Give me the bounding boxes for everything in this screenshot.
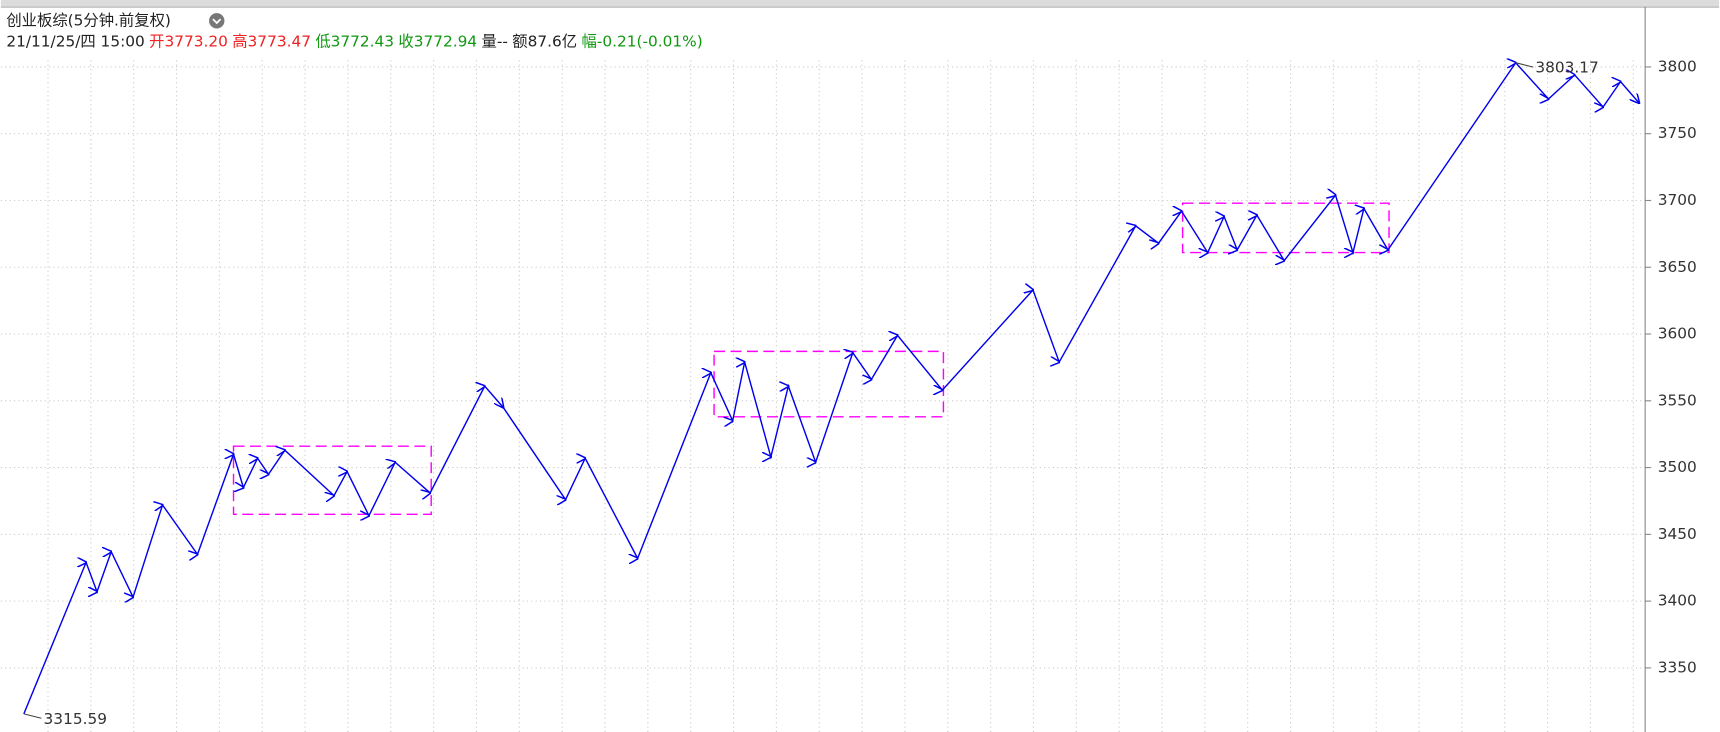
info-item: 额87.6亿 — [512, 32, 577, 50]
info-item: 幅-0.21(-0.01%) — [582, 32, 703, 50]
info-item: 高3773.47 — [232, 32, 311, 50]
y-tick-label: 3600 — [1658, 325, 1697, 343]
extreme-leader — [23, 713, 42, 719]
extreme-label: 3315.59 — [44, 710, 107, 728]
y-tick-label: 3800 — [1658, 57, 1697, 75]
info-item: 收3772.94 — [398, 32, 477, 50]
y-tick-label: 3650 — [1658, 258, 1697, 276]
range-box — [232, 445, 432, 516]
y-tick-label: 3550 — [1658, 391, 1697, 409]
extreme-label: 3803.17 — [1535, 59, 1598, 77]
menu-icon — [212, 18, 222, 25]
y-tick-label: 3400 — [1658, 592, 1697, 610]
chart-title: 创业板综(5分钟.前复权) — [6, 11, 171, 29]
info-item: 量-- — [482, 32, 508, 50]
info-item: 低3772.43 — [315, 32, 394, 50]
tab-strip — [0, 0, 1720, 7]
info-item: 21/11/25/四 15:00 — [6, 32, 144, 50]
info-line: 21/11/25/四 15:00 开3773.20 高3773.47 低3772.43… — [6, 32, 702, 50]
info-item: 开3773.20 — [149, 32, 228, 50]
extreme-leader — [1515, 62, 1534, 68]
range-box — [1181, 202, 1390, 254]
y-tick-label: 3700 — [1658, 191, 1697, 209]
y-tick-label: 3450 — [1658, 525, 1697, 543]
range-box — [713, 350, 945, 418]
y-tick-label: 3750 — [1658, 124, 1697, 142]
zigzag-line — [23, 63, 1639, 715]
menu-button[interactable] — [209, 13, 225, 29]
y-tick-label: 3350 — [1658, 658, 1697, 676]
y-tick-label: 3500 — [1658, 458, 1697, 476]
